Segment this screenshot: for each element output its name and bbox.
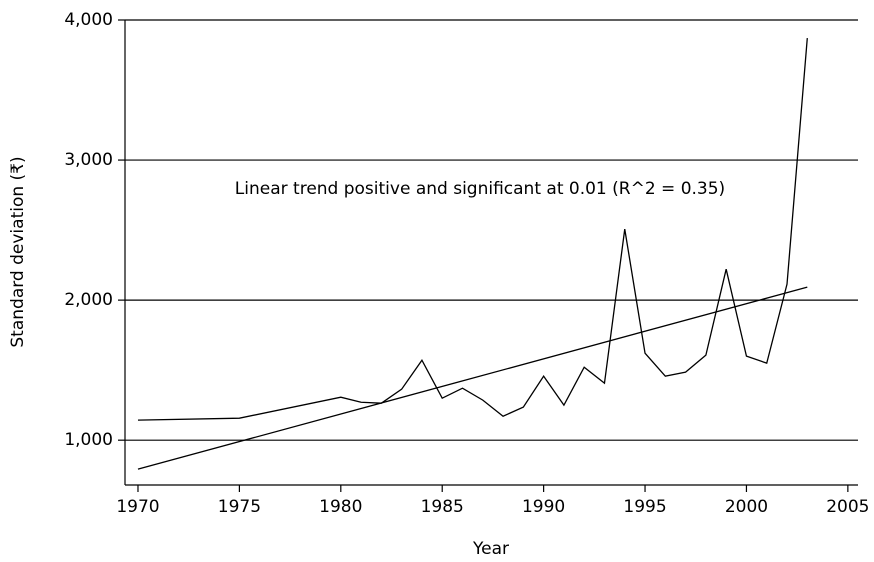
- x-tick-label: 1980: [319, 497, 362, 517]
- y-tick-label: 4,000: [64, 10, 113, 30]
- x-tick-label: 1970: [116, 497, 159, 517]
- annotation: Linear trend positive and significant at…: [235, 179, 725, 199]
- x-tick-label: 1985: [421, 497, 464, 517]
- y-tick-label: 1,000: [64, 430, 113, 450]
- x-tick-label: 1990: [522, 497, 565, 517]
- x-tick-label: 1995: [623, 497, 666, 517]
- line: [137, 38, 808, 421]
- y-axis-label: Standard deviation (₹): [8, 156, 28, 347]
- x-axis-label: Year: [472, 539, 509, 559]
- line: [137, 286, 808, 470]
- x-tick-label: 1975: [218, 497, 261, 517]
- y-tick-label: 2,000: [64, 290, 113, 310]
- y-tick-label: 3,000: [64, 150, 113, 170]
- x-tick-label: 2000: [725, 497, 768, 517]
- x-tick-label: 2005: [826, 497, 869, 517]
